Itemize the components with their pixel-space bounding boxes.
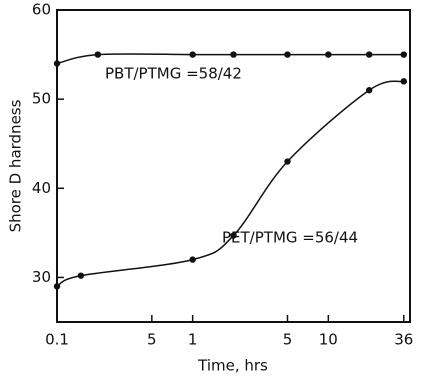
series-label: PBT/PTMG =58/42 [105, 65, 242, 83]
point [230, 51, 237, 58]
point [400, 51, 407, 58]
x-axis-title: Time, hrs [197, 357, 268, 375]
y-tick-label: 50 [32, 90, 51, 108]
y-tick-label: 40 [32, 179, 51, 197]
x-tick-label: 5 [283, 331, 293, 349]
line [56, 53, 404, 65]
line [56, 80, 404, 288]
plot-frame [56, 9, 411, 323]
point [325, 51, 332, 58]
point [365, 87, 373, 94]
point [365, 51, 373, 58]
point [53, 283, 61, 290]
point [189, 256, 196, 263]
point [284, 158, 291, 165]
x-tick-label: 36 [394, 331, 413, 349]
point [53, 60, 61, 67]
point [284, 51, 291, 58]
series-label: PET/PTMG =56/44 [222, 229, 358, 247]
point [400, 78, 407, 85]
x-tick-label: 5 [147, 331, 157, 349]
point [189, 51, 196, 58]
x-tick-label: 1 [188, 331, 198, 349]
point [230, 232, 237, 239]
point [77, 272, 85, 279]
x-tick-label: 10 [319, 331, 338, 349]
y-tick-label: 30 [32, 268, 51, 286]
y-tick-label: 60 [32, 1, 51, 19]
point [94, 51, 102, 58]
y-axis-title: Shore D hardness [7, 99, 25, 232]
x-tick-label: 0.1 [45, 331, 69, 349]
